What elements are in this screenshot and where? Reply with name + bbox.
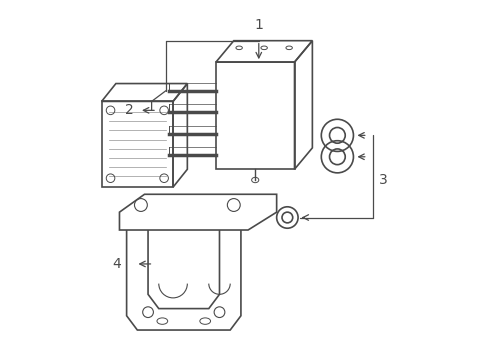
Text: 2: 2 [125, 103, 134, 117]
Text: 1: 1 [254, 18, 263, 32]
Text: 4: 4 [112, 257, 121, 271]
Text: 3: 3 [378, 173, 386, 187]
